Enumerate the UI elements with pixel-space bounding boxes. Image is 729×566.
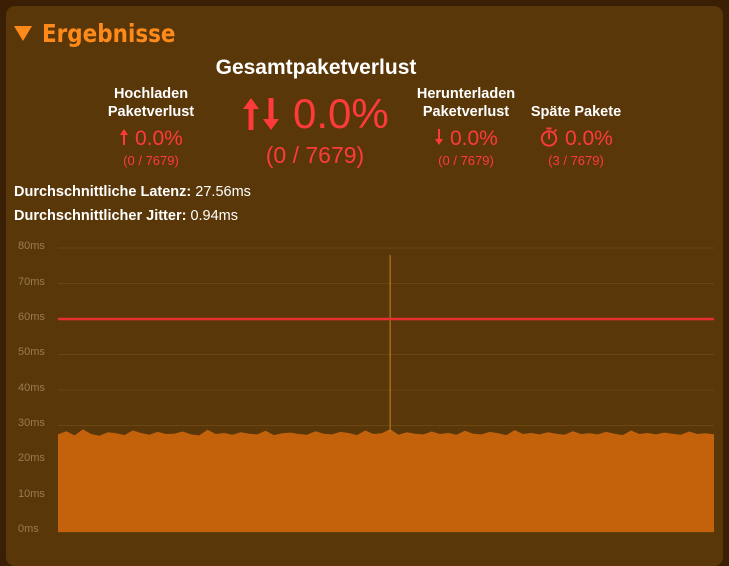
total-loss-value: 0.0% xyxy=(292,90,389,137)
y-tick-label: 50ms xyxy=(18,346,45,358)
upload-loss-value: 0.0% xyxy=(134,127,183,150)
latency-plot xyxy=(58,247,714,533)
down-arrow-icon xyxy=(435,129,444,145)
upload-loss-value-row: 0.0% xyxy=(96,127,206,151)
late-packets-label: Späte Pakete xyxy=(530,104,622,120)
collapse-triangle-icon[interactable] xyxy=(14,25,32,41)
y-tick-label: 10ms xyxy=(18,488,45,500)
y-tick-label: 80ms xyxy=(18,240,45,252)
y-tick-label: 0ms xyxy=(18,523,39,535)
download-loss-value: 0.0% xyxy=(449,127,498,150)
y-tick-label: 40ms xyxy=(18,382,45,394)
download-loss-label-2: Paketverlust xyxy=(422,104,510,120)
average-latency: Durchschnittliche Latenz: 27.56ms xyxy=(14,184,251,200)
stopwatch-icon xyxy=(540,127,558,147)
average-jitter-label: Durchschnittlicher Jitter: xyxy=(14,208,187,224)
total-loss-count: (0 / 7679) xyxy=(265,142,365,168)
total-loss-title: Gesamtpaketverlust xyxy=(215,56,417,79)
latency-chart: 80ms 70ms 60ms 50ms 40ms 30ms 20ms 10ms … xyxy=(0,236,729,548)
late-packets-value-row: 0.0% xyxy=(520,127,632,151)
download-loss-stat: Herunterladen Paketverlust 0.0% (0 / 767… xyxy=(406,85,526,168)
late-packets-count: (3 / 7679) xyxy=(548,153,604,168)
upload-loss-label-2: Paketverlust xyxy=(107,104,195,120)
results-header[interactable]: Ergebnisse xyxy=(14,18,197,48)
upload-loss-label-1: Hochladen xyxy=(113,86,189,102)
download-loss-count: (0 / 7679) xyxy=(438,153,494,168)
download-loss-label-1: Herunterladen xyxy=(416,86,516,102)
up-down-arrows-icon xyxy=(243,98,280,130)
average-jitter-value: 0.94ms xyxy=(190,208,239,224)
late-packets-value: 0.0% xyxy=(564,127,613,150)
average-latency-label: Durchschnittliche Latenz: xyxy=(14,184,192,200)
average-latency-value: 27.56ms xyxy=(195,184,251,200)
average-jitter: Durchschnittlicher Jitter: 0.94ms xyxy=(14,208,238,224)
up-arrow-icon xyxy=(120,129,129,145)
results-title: Ergebnisse xyxy=(42,18,176,48)
late-packets-stat: Späte Pakete 0.0% (3 / 7679) xyxy=(520,103,632,168)
y-tick-label: 60ms xyxy=(18,311,45,323)
y-tick-label: 70ms xyxy=(18,276,45,288)
upload-loss-count: (0 / 7679) xyxy=(123,153,179,168)
upload-loss-stat: Hochladen Paketverlust 0.0% (0 / 7679) xyxy=(96,85,206,168)
download-loss-value-row: 0.0% xyxy=(406,127,526,151)
y-tick-label: 20ms xyxy=(18,452,45,464)
latency-area xyxy=(58,429,714,532)
total-loss-value-row: 0.0% xyxy=(220,90,410,138)
y-tick-label: 30ms xyxy=(18,417,45,429)
